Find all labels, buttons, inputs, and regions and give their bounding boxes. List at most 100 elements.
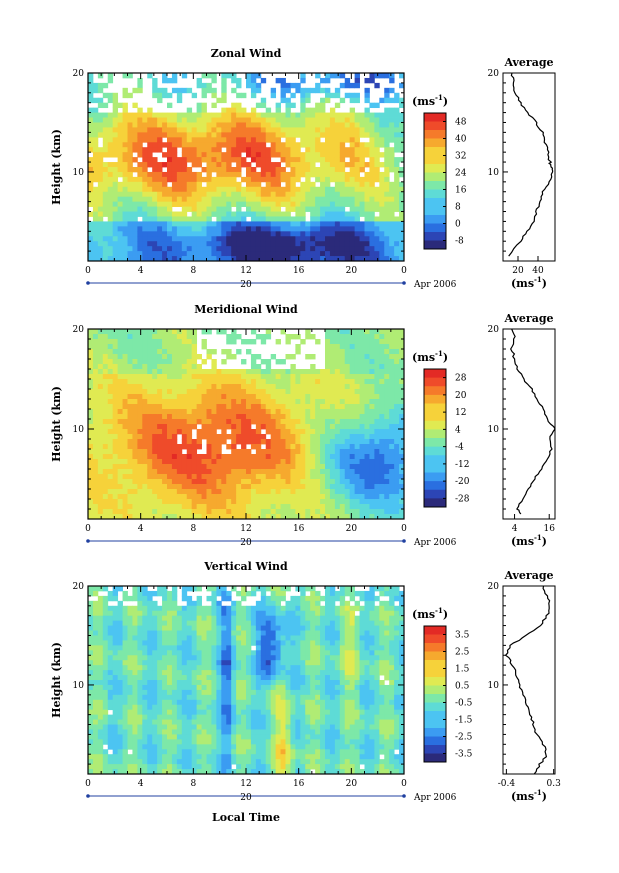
colorbar-segment	[424, 181, 446, 190]
colorbar-segment	[424, 498, 446, 508]
colorbar-segment	[424, 685, 446, 695]
colorbar-segment	[424, 728, 446, 737]
profile-x-tick-label: 0.3	[546, 779, 561, 789]
colorbar-segment	[424, 206, 446, 216]
x-tick-label: 16	[293, 266, 305, 276]
colorbar-segment	[424, 121, 446, 131]
colorbar-segment	[424, 660, 446, 669]
colorbar-segment	[424, 702, 446, 712]
y-tick-label: 20	[73, 325, 85, 335]
profile-title: Average	[503, 56, 553, 69]
date-label: Apr 2006	[413, 538, 457, 548]
colorbar-segment	[424, 377, 446, 387]
x-tick-label: 20	[346, 266, 358, 276]
colorbar-segment	[424, 155, 446, 165]
colorbar-segment	[424, 438, 446, 448]
x-tick-label: 4	[138, 266, 144, 276]
profile-y-tick-label: 20	[488, 69, 500, 79]
colorbar-segment	[424, 394, 446, 404]
colorbar-tick-label: 0.5	[455, 682, 470, 692]
y-tick-label: 10	[73, 681, 85, 691]
profile-x-tick-label: 4	[512, 524, 518, 534]
panel-title: Zonal Wind	[211, 47, 282, 60]
profile-panel: Average 10 20 -0.4 0.3(ms-1)	[488, 569, 562, 803]
y-axis-label: Height (km)	[50, 129, 63, 205]
colorbar-segment	[424, 386, 446, 396]
colorbar-segment	[424, 489, 446, 499]
profile-title: Average	[503, 569, 553, 582]
profile-frame	[502, 328, 556, 520]
colorbar-tick-label: 1.5	[455, 665, 470, 675]
y-tick-label: 10	[73, 425, 85, 435]
date-bar-end	[86, 281, 90, 285]
profile-x-tick-label: 20	[512, 266, 524, 276]
colorbar-segment	[424, 130, 446, 139]
y-axis-label: Height (km)	[50, 386, 63, 462]
x-tick-label: 12	[240, 266, 251, 276]
colorbar-segment	[424, 420, 446, 430]
panel-title: Vertical Wind	[203, 560, 288, 573]
colorbar-tick-label: 40	[455, 135, 467, 145]
colorbar-frame	[423, 625, 447, 763]
colorbar-segment	[424, 189, 446, 199]
profile-x-tick-label: 40	[532, 266, 544, 276]
colorbar-segment	[424, 369, 446, 379]
colorbar-segment	[424, 463, 446, 473]
x-tick-label: 16	[293, 524, 305, 534]
colorbar-segment	[424, 164, 446, 173]
colorbar-segment	[424, 711, 446, 720]
x-tick-label: 20	[346, 524, 358, 534]
x-tick-label: 8	[190, 524, 196, 534]
colorbar-segment	[424, 113, 446, 122]
x-tick-label: 0	[85, 266, 91, 276]
colorbar-segment	[424, 198, 446, 207]
colorbar-unit: (ms-1)	[412, 606, 448, 621]
y-tick-label: 20	[73, 69, 85, 79]
colorbar-segment	[424, 403, 446, 413]
x-tick-label: 4	[138, 524, 144, 534]
y-tick-label: 10	[73, 168, 85, 178]
colorbar-tick-label: 16	[455, 186, 467, 196]
colorbar-segment	[424, 643, 446, 652]
colorbar-tick-label: 48	[455, 118, 467, 128]
date-bar-end	[86, 539, 90, 543]
colorbar-segment	[424, 147, 446, 156]
profile-y-tick-label: 10	[488, 168, 500, 178]
colorbar-segment	[424, 481, 446, 491]
date-marker: 20	[240, 538, 252, 548]
date-bar-end	[402, 539, 406, 543]
profile-unit: (ms-1)	[511, 533, 547, 548]
colorbar-segment	[424, 753, 446, 763]
date-marker: 20	[240, 793, 252, 803]
profile-frame	[502, 585, 556, 775]
colorbar-segment	[424, 626, 446, 635]
x-tick-label: 12	[240, 524, 251, 534]
colorbar-segment	[424, 446, 446, 456]
colorbar-unit: (ms-1)	[412, 93, 448, 108]
profile-title: Average	[503, 312, 553, 325]
colorbar-segment	[424, 651, 446, 661]
colorbar-segment	[424, 668, 446, 678]
panel-2: Meridional Wind 10 20 Height (km) 0 4 8 12 16 20 0…	[50, 303, 556, 548]
colorbar-segment	[424, 455, 446, 465]
colorbar-segment	[424, 429, 446, 439]
colorbar-tick-label: 12	[455, 408, 466, 418]
panel-title: Meridional Wind	[194, 303, 298, 316]
profile-y-tick-label: 20	[488, 582, 500, 592]
colorbar-segment	[424, 472, 446, 482]
profile-y-tick-label: 10	[488, 425, 500, 435]
profile-y-tick-label: 20	[488, 325, 500, 335]
colorbar-segment	[424, 634, 446, 644]
colorbar-tick-label: -3.5	[455, 750, 473, 760]
profile-x-tick-label: -0.4	[498, 779, 516, 789]
date-label: Apr 2006	[413, 793, 457, 803]
colorbar-tick-label: -12	[455, 460, 470, 470]
colorbar-tick-label: -8	[455, 237, 464, 247]
colorbar-tick-label: 4	[455, 425, 461, 435]
colorbar-tick-label: 24	[455, 169, 467, 179]
colorbar-segment	[424, 412, 446, 422]
x-tick-label: 0	[85, 524, 91, 534]
colorbar-tick-label: -4	[455, 443, 464, 453]
